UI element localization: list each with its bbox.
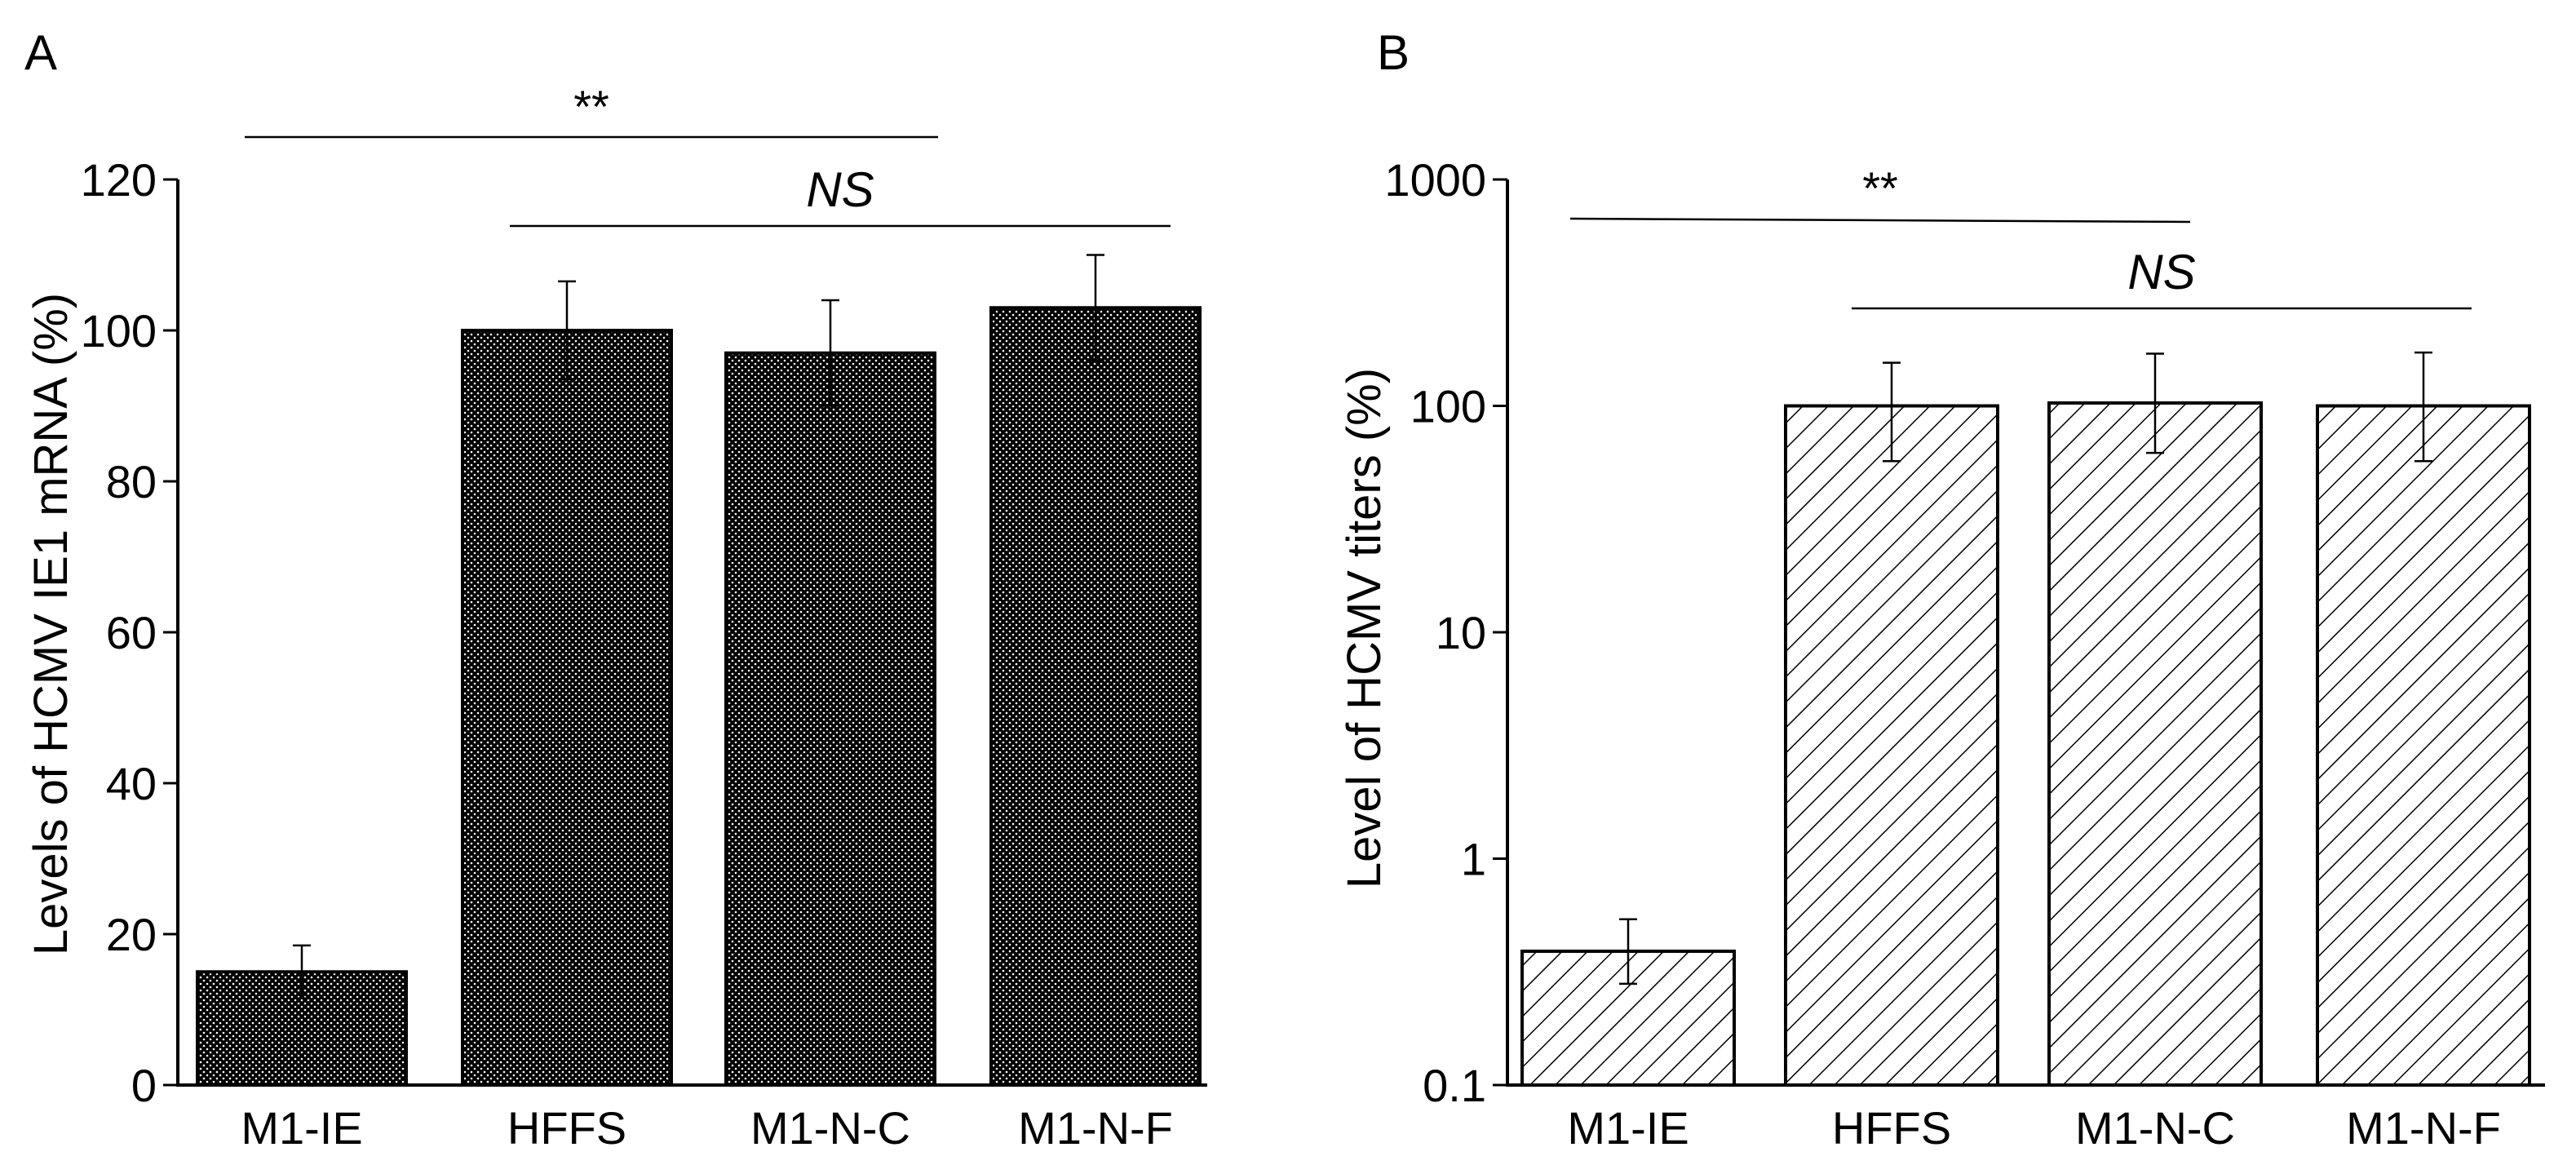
panel-a-bar-m1-n-f — [989, 306, 1202, 1087]
panel-a-significance-label: NS — [806, 162, 874, 217]
panel-b-significance-label: NS — [2127, 245, 2195, 299]
panel-a-y-tick-label: 100 — [81, 305, 157, 357]
panel-a-x-tick-label: M1-IE — [241, 1102, 362, 1154]
panel-b-axes — [1506, 179, 2545, 1087]
panel-b-x-tick-label: M1-N-C — [2075, 1102, 2235, 1154]
panel-b-x-tick-label: M1-N-F — [2346, 1102, 2501, 1154]
panel-a-label: A — [24, 25, 57, 80]
panel-a-x-tick-label: M1-N-C — [750, 1102, 910, 1154]
panel-b-significance-line — [1569, 217, 2191, 224]
panel-a-axes — [176, 179, 1207, 1087]
panel-b-chart: B Level of HCMV titers (%) 0.1 1 10 100 1000… — [1338, 25, 2545, 1154]
panel-b-y-tick-label: 1000 — [1384, 154, 1486, 206]
panel-b-y-tick-label: 0.1 — [1423, 1060, 1486, 1111]
panel-b-significance-label: ** — [1862, 162, 1898, 214]
panel-b-bar-m1-n-c — [2047, 401, 2263, 1087]
panel-b-y-tick-label: 1 — [1461, 834, 1486, 885]
panel-a-y-tick-label: 40 — [106, 758, 157, 809]
panel-a-y-tick-label: 120 — [81, 154, 157, 206]
panel-a-x-tick-label: HFFS — [507, 1102, 626, 1154]
panel-b-y-tick-label: 100 — [1410, 381, 1486, 432]
panel-b-y-tick-label: 10 — [1436, 607, 1486, 658]
panel-a-y-tick-label: 80 — [106, 456, 157, 507]
panel-b-bar-hffs — [1784, 404, 1999, 1087]
panel-a-chart: A Levels of HCMV IE1 mRNA (%) 0 20 40 60 80 1… — [24, 25, 1207, 1154]
panel-b-label: B — [1377, 25, 1410, 80]
panel-a-y-tick-label: 0 — [131, 1060, 157, 1111]
panel-b-x-tick-label: M1-IE — [1567, 1102, 1689, 1154]
panel-a-y-tick-label: 60 — [106, 607, 157, 658]
panel-b-bar-m1-n-f — [2316, 404, 2531, 1087]
panel-a-y-axis-label: Levels of HCMV IE1 mRNA (%) — [24, 293, 77, 955]
panel-a-x-tick-label: M1-N-F — [1018, 1102, 1173, 1154]
panel-b-y-axis-label: Level of HCMV titers (%) — [1338, 368, 1391, 888]
panel-a-bar-m1-n-c — [724, 351, 936, 1087]
panel-a-y-tick-label: 20 — [106, 909, 157, 960]
panel-b-x-tick-label: HFFS — [1832, 1102, 1951, 1154]
panel-a-significance-label: ** — [573, 81, 609, 132]
panel-a-bar-hffs — [461, 329, 673, 1087]
